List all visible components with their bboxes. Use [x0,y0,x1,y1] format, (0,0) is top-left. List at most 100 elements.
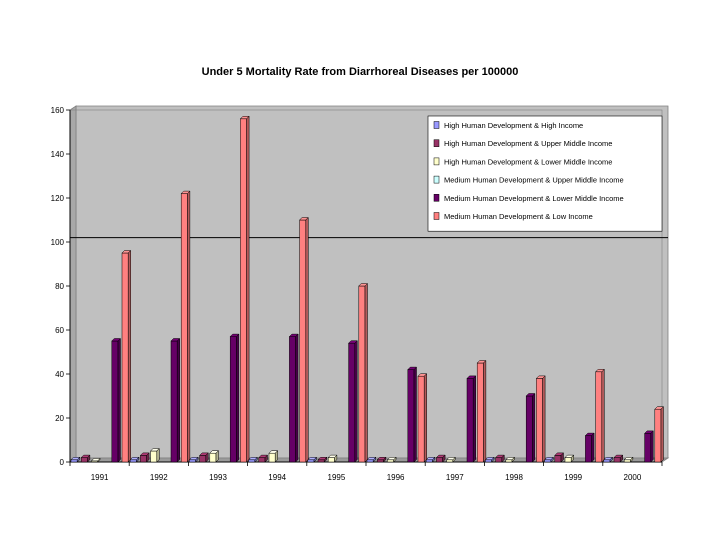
bar [90,457,101,463]
legend-label: High Human Development & High Income [444,121,583,130]
bar-front [258,457,266,463]
bar [268,450,279,463]
bar-side [501,454,505,463]
bar [376,456,387,463]
chart-title: Under 5 Mortality Rate from Diarrhoreal … [201,66,519,78]
y-tick-label: 0 [60,458,65,467]
bar-front [189,459,196,463]
bar-front [366,459,374,463]
bar [111,337,122,463]
bar-front [407,369,415,463]
y-tick-label: 140 [51,150,65,159]
y-tick-label: 120 [51,194,65,203]
x-tick-label: 2000 [624,473,642,482]
bar-front [268,452,276,463]
bar [407,366,418,463]
bar [247,456,258,463]
bar-front [317,459,325,463]
bar [288,333,299,463]
bar-front [140,455,147,463]
bar [525,392,536,463]
bar-front [536,378,543,463]
bar [239,115,250,463]
bar-front [111,340,119,463]
bar-side [432,456,436,463]
legend-swatch [433,212,440,220]
bar-side [550,456,554,463]
bar-side [136,456,140,463]
bar-front [525,395,533,463]
bar-front [70,459,78,463]
bar-side [195,456,199,463]
bar-side [236,333,240,463]
legend-swatch [433,121,440,129]
bar-side [630,456,634,463]
legend-label: Medium Human Development & Upper Middle … [444,176,624,185]
legend-label: High Human Development & Lower Middle In… [444,157,612,166]
bar-side [76,456,80,463]
bar-front [199,455,207,463]
bar-front [613,457,621,463]
bar [445,456,456,463]
x-tick-label: 1995 [328,473,346,482]
bar-side [383,456,387,463]
bar [484,456,495,463]
bar [317,456,328,463]
bar-side [413,366,417,463]
bar-side [127,249,131,463]
bar [417,373,428,463]
x-tick-label: 1991 [91,473,109,482]
bar-side [146,452,150,463]
legend-swatch [433,157,440,166]
bar [298,216,309,463]
y-tick-label: 160 [51,106,65,115]
bar-side [591,432,595,463]
bar-side [354,340,358,463]
bar-front [170,340,178,463]
bar [535,375,546,463]
bar-side [187,190,191,463]
bar-front [436,457,443,463]
bar-side [472,375,476,463]
x-tick-label: 1999 [564,473,582,482]
bar-side [609,456,613,463]
bar-side [364,282,368,463]
bar-side [423,373,427,463]
bar-side [97,457,101,463]
bar [594,368,605,463]
bar-side [313,456,317,463]
bar-front [595,371,603,463]
bar-front [505,459,513,463]
bar [229,333,240,463]
bar-front [466,378,474,463]
bar [80,454,91,463]
x-tick-label: 1996 [387,473,405,482]
bar-side [442,454,446,463]
bar-side [619,454,623,463]
bar [623,456,634,463]
bar-side [334,454,338,463]
bar-side [215,450,219,463]
bar-front [446,459,454,463]
bar [121,249,132,463]
bar-side [601,368,605,463]
axis-group: 0 20 40 60 80 100 120 140 160 1991 1992 1993 1994 199… [51,106,663,482]
bar-side [246,115,250,463]
legend-swatch [433,175,440,184]
bar [149,447,160,463]
bar [307,456,318,463]
bar [188,456,199,463]
bar-front [121,252,129,463]
bar-side [511,456,515,463]
legend-label: Medium Human Development & Lower Middle … [444,194,624,203]
bar [466,375,477,463]
bar [358,282,369,463]
bar-front [554,455,562,463]
bar-side [483,359,487,463]
bar [564,454,575,463]
bar [170,337,181,463]
bar-side [560,452,564,463]
bar-side [532,392,536,463]
x-tick-label: 1998 [505,473,523,482]
